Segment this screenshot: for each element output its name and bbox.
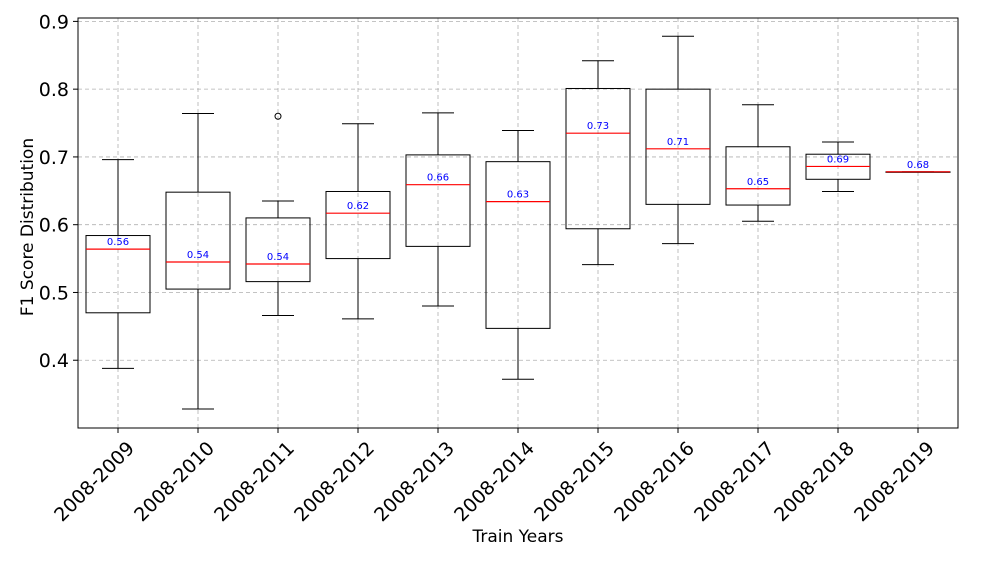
median-label: 0.56 [107, 237, 129, 248]
median-label: 0.66 [427, 173, 449, 184]
iqr-box [166, 192, 230, 289]
median-label: 0.71 [667, 137, 689, 148]
median-label: 0.69 [827, 154, 849, 165]
y-tick-label: 0.7 [39, 147, 69, 169]
median-label: 0.68 [907, 160, 929, 171]
x-tick-label: 2008-2017 [690, 437, 779, 526]
box-2008-2018: 0.69 [806, 142, 870, 191]
x-tick-label: 2008-2013 [370, 437, 459, 526]
median-label: 0.54 [187, 250, 209, 261]
x-tick-label: 2008-2014 [450, 437, 539, 526]
box-2008-2010: 0.54 [166, 114, 230, 409]
median-label: 0.65 [747, 177, 769, 188]
x-tick-label: 2008-2016 [610, 437, 699, 526]
x-tick-label: 2008-2019 [850, 437, 939, 526]
x-tick-label: 2008-2009 [50, 437, 139, 526]
box-2008-2011: 0.54 [246, 113, 310, 315]
median-label: 0.54 [267, 252, 289, 263]
x-tick-label: 2008-2010 [130, 437, 219, 526]
x-axis-title: Train Years [471, 527, 563, 547]
box-plot-chart: 0.56 0.54 0.54 0.62 0.66 0.63 0.73 0.71 0.65 0.69… [0, 0, 987, 564]
median-label: 0.63 [507, 190, 529, 201]
y-tick-label: 0.5 [39, 282, 69, 304]
x-tick-label: 2008-2012 [290, 437, 379, 526]
x-tick-label: 2008-2011 [210, 437, 299, 526]
y-tick-label: 0.6 [39, 215, 69, 237]
x-tick-label: 2008-2018 [770, 437, 859, 526]
y-tick-label: 0.9 [39, 11, 69, 33]
axis-layer: 0.40.50.60.70.80.92008-20092008-20102008… [39, 11, 939, 526]
median-label: 0.62 [347, 201, 369, 212]
box-2008-2016: 0.71 [646, 36, 710, 243]
box-2008-2019: 0.68 [886, 160, 950, 173]
y-tick-label: 0.4 [39, 350, 69, 372]
median-label: 0.73 [587, 121, 609, 132]
x-tick-label: 2008-2015 [530, 437, 619, 526]
y-axis-title: F1 Score Distribution [18, 138, 38, 316]
y-tick-label: 0.8 [39, 79, 69, 101]
